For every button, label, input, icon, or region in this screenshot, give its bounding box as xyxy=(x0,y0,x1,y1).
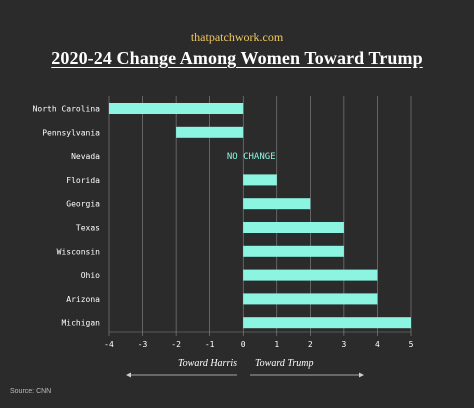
direction-arrows xyxy=(126,372,364,378)
bar xyxy=(243,293,378,305)
category-label: Georgia xyxy=(66,200,100,209)
toward-trump-label: Toward Trump xyxy=(255,358,314,369)
category-label: Florida xyxy=(66,176,100,185)
bars xyxy=(109,103,411,329)
x-tick-label: 2 xyxy=(308,340,313,349)
source-note: Source: CNN xyxy=(10,388,52,395)
bar xyxy=(176,126,244,138)
site-name: thatpatchwork.com xyxy=(190,30,284,44)
x-tick-label: 3 xyxy=(341,340,346,349)
bar xyxy=(243,245,344,257)
gridlines xyxy=(108,96,412,336)
bar xyxy=(243,174,277,186)
category-label: Nevada xyxy=(71,152,100,161)
x-tick-label: 1 xyxy=(274,340,279,349)
chart-title: 2020-24 Change Among Women Toward Trump xyxy=(51,48,423,68)
bar xyxy=(243,222,344,233)
category-label: Ohio xyxy=(81,271,100,280)
bar xyxy=(243,317,411,329)
x-tick-label: 0 xyxy=(241,340,246,349)
x-tick-label: -1 xyxy=(205,340,215,349)
bar xyxy=(243,198,311,210)
category-label: North Carolina xyxy=(33,105,101,114)
category-label: Michigan xyxy=(61,319,100,328)
x-tick-label: -4 xyxy=(104,340,114,349)
category-labels: North Carolina Pennsylvania Nevada Florida G… xyxy=(33,105,101,328)
x-tick-labels: -4 -3 -2 -1 0 1 2 3 4 5 xyxy=(104,340,413,349)
x-tick-label: -2 xyxy=(171,340,181,349)
no-change-annotation: NO CHANGE xyxy=(227,152,276,162)
category-label: Texas xyxy=(76,224,100,233)
x-tick-label: -3 xyxy=(138,340,148,349)
x-tick-label: 5 xyxy=(409,340,414,349)
x-tick-label: 4 xyxy=(375,340,380,349)
bar xyxy=(243,269,378,281)
toward-harris-label: Toward Harris xyxy=(178,358,238,369)
category-label: Pennsylvania xyxy=(42,128,100,137)
bar xyxy=(109,103,244,114)
category-label: Wisconsin xyxy=(57,247,101,256)
category-label: Arizona xyxy=(66,295,100,304)
